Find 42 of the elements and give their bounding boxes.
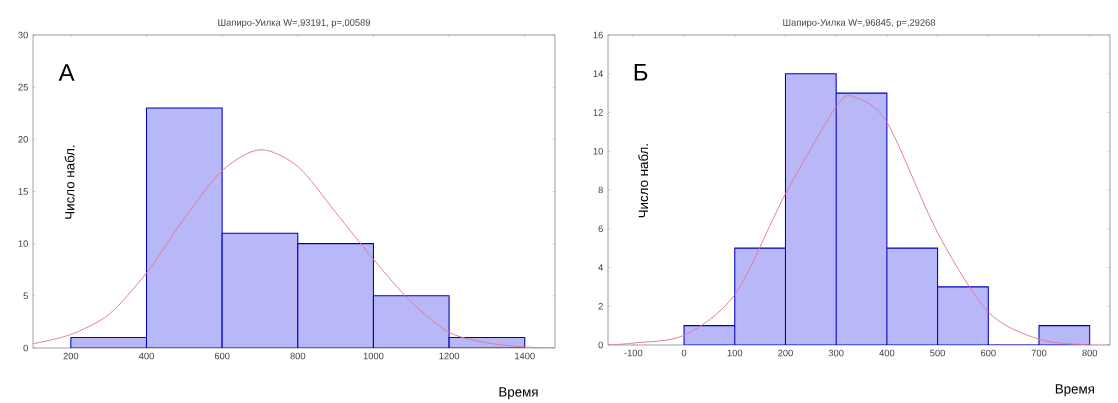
x-tick-label: 1200 bbox=[439, 352, 460, 360]
y-tick-label: 4 bbox=[598, 264, 604, 271]
x-tick-label: -100 bbox=[624, 349, 643, 357]
x-tick-label: 600 bbox=[214, 352, 230, 360]
x-tick-label: 400 bbox=[879, 349, 895, 357]
x-tick-label: 0 bbox=[681, 349, 687, 357]
y-tick-label: 0 bbox=[23, 344, 28, 352]
chart-title: Шапиро-Уилка W=,93191, p=,00589 bbox=[218, 19, 371, 28]
x-tick-label: 800 bbox=[290, 352, 306, 360]
x-tick-label: 500 bbox=[930, 349, 946, 357]
y-axis-title: Число набл. bbox=[64, 145, 75, 219]
y-tick-label: 20 bbox=[18, 136, 28, 143]
y-tick-label: 25 bbox=[18, 83, 28, 91]
y-tick-label: 0 bbox=[598, 341, 603, 349]
line-series bbox=[608, 95, 1110, 345]
x-tick-label: 300 bbox=[828, 349, 844, 357]
annotation: А bbox=[58, 64, 75, 81]
y-tick-label: 8 bbox=[598, 186, 603, 194]
x-axis-title: Время bbox=[1055, 384, 1094, 397]
y-tick-label: 5 bbox=[23, 292, 28, 300]
x-tick-label: 400 bbox=[138, 352, 154, 360]
y-tick-label: 30 bbox=[18, 31, 28, 39]
y-tick-label: 10 bbox=[593, 147, 603, 155]
y-tick-label: 10 bbox=[18, 240, 28, 247]
y-axis-title: Число набл. bbox=[638, 144, 649, 218]
chart-title: Шапиро-Уилка W=,96845, p=,29268 bbox=[783, 19, 936, 28]
x-tick-label: 100 bbox=[727, 349, 743, 357]
y-tick-label: 2 bbox=[598, 302, 603, 310]
y-tick-label: 16 bbox=[593, 31, 603, 39]
x-tick-label: 1000 bbox=[363, 352, 384, 360]
y-tick-label: 6 bbox=[598, 225, 603, 233]
y-tick-label: 15 bbox=[18, 188, 28, 195]
x-tick-label: 800 bbox=[1082, 349, 1098, 357]
annotation: Б bbox=[634, 63, 648, 81]
x-tick-label: 700 bbox=[1031, 349, 1047, 357]
x-axis-title: Время bbox=[499, 387, 538, 400]
x-tick-label: 200 bbox=[778, 349, 793, 357]
x-tick-label: 200 bbox=[63, 352, 79, 360]
x-tick-label: 1400 bbox=[515, 352, 535, 360]
y-tick-label: 14 bbox=[593, 70, 604, 77]
y-tick-label: 12 bbox=[593, 109, 603, 116]
x-tick-label: 600 bbox=[980, 349, 996, 357]
